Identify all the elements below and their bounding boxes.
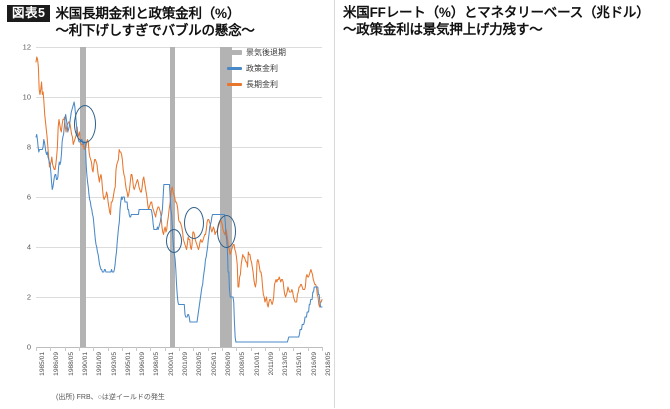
inverted-yield-annotation-circle	[184, 207, 204, 239]
series-line	[35, 101, 323, 343]
legend-item: 長期金利	[227, 79, 286, 90]
x-axis-tick-label: 1988/05	[67, 352, 75, 376]
left-title-block: 図表5 米国長期金利と政策金利（%） ～利下げしすぎでバブルの懸念～	[7, 5, 330, 40]
right-title-line2: ～政策金利は景気押上げ力残す～	[343, 22, 543, 38]
y-axis-tick-label: 6	[26, 192, 31, 202]
left-chart-legend: 景気後退期政策金利長期金利	[227, 47, 286, 95]
legend-swatch	[227, 50, 242, 55]
x-axis-tick-label: 2013/05	[282, 352, 290, 376]
y-axis-tick-label: 10	[22, 92, 31, 102]
left-title-line2: ～利下げしすぎでバブルの懸念～	[55, 23, 255, 39]
x-axis-tick	[193, 347, 195, 351]
gridline	[36, 47, 322, 48]
left-plot-area: 0 2 4 6 8 10 12 1985/01 1986/09 1988/05 1990/01 199…	[23, 43, 332, 376]
x-axis-tick-label: 2006/09	[224, 352, 232, 376]
x-axis-tick	[221, 347, 223, 351]
x-axis-tick-label: 2000/01	[167, 352, 175, 376]
y-axis-tick-label: 2	[26, 292, 31, 302]
recession-band	[169, 47, 176, 347]
x-axis-tick-label: 2015/01	[296, 352, 304, 376]
inverted-yield-annotation-circle	[74, 105, 96, 143]
left-title-line1: 米国長期金利と政策金利（%）	[55, 6, 241, 21]
x-axis-tick-label: 1991/09	[96, 352, 104, 376]
x-axis-tick	[50, 347, 52, 351]
legend-swatch	[227, 83, 242, 86]
right-chart-title: 米国FFレート（%）とマネタリーベース（兆ドル） ～政策金利は景気押上げ力残す～	[343, 4, 650, 39]
x-axis-tick-label: 2011/09	[267, 352, 275, 376]
x-axis-tick-label: 1993/05	[110, 352, 118, 376]
y-axis-tick-label: 0	[26, 342, 31, 352]
y-axis-tick-label: 4	[26, 242, 31, 252]
right-chart-panel: 米国FFレート（%）とマネタリーベース（兆ドル） ～政策金利は景気押上げ力残す～ …	[335, 0, 670, 408]
left-chart-title: 米国長期金利と政策金利（%） ～利下げしすぎでバブルの懸念～	[55, 5, 254, 40]
x-axis-tick-label: 1995/01	[124, 352, 132, 376]
x-axis-tick	[136, 347, 138, 351]
x-axis-tick-label: 1996/09	[139, 352, 147, 376]
x-axis-tick	[279, 347, 281, 351]
x-axis-tick	[207, 347, 209, 351]
x-axis-tick-label: 1986/09	[53, 352, 61, 376]
legend-item: 景気後退期	[227, 47, 286, 58]
x-axis-tick-label: 1985/01	[39, 352, 46, 376]
figure-badge: 図表5	[7, 5, 51, 23]
x-axis-tick-label: 1998/05	[153, 352, 161, 376]
x-axis-tick	[93, 347, 95, 351]
legend-label: 長期金利	[246, 80, 278, 89]
left-source-note: (出所) FRB、○は逆イールドの発生	[56, 394, 165, 401]
legend-label: 政策金利	[246, 64, 278, 73]
x-axis-tick	[36, 347, 37, 351]
x-axis-tick	[179, 347, 180, 351]
left-chart-panel: 図表5 米国長期金利と政策金利（%） ～利下げしすぎでバブルの懸念～ 0 2 4 6 8 10…	[0, 0, 334, 408]
x-axis-tick	[250, 347, 252, 351]
legend-item: 政策金利	[227, 63, 286, 74]
right-title-line1: 米国FFレート（%）とマネタリーベース（兆ドル）	[343, 5, 650, 20]
x-axis-tick-label: 2018/05	[325, 352, 332, 376]
x-axis-tick-label: 2008/05	[239, 352, 247, 376]
recession-band	[80, 47, 87, 347]
x-axis-tick	[264, 347, 266, 351]
right-title-block: 米国FFレート（%）とマネタリーベース（兆ドル） ～政策金利は景気押上げ力残す～	[343, 4, 666, 39]
gridline	[36, 197, 322, 198]
x-axis-tick-label: 1990/01	[81, 352, 89, 376]
inverted-yield-annotation-circle	[217, 215, 236, 248]
gridline	[36, 97, 322, 98]
x-axis: 1985/01 1986/09 1988/05 1990/01 1991/09 1993/…	[36, 347, 332, 407]
legend-swatch	[227, 67, 242, 70]
x-axis-tick-label: 2001/09	[182, 352, 189, 376]
x-axis-tick	[64, 347, 66, 351]
y-axis-tick-label: 8	[26, 142, 31, 152]
x-axis-tick-label: 2005/01	[210, 352, 218, 376]
x-axis-tick-label: 2003/05	[196, 352, 204, 376]
inverted-yield-annotation-circle	[166, 229, 182, 253]
x-axis-tick	[107, 347, 109, 351]
x-axis-tick	[322, 347, 323, 351]
x-axis-tick	[307, 347, 309, 351]
gridline	[36, 297, 322, 298]
recession-band	[220, 47, 232, 347]
x-axis-tick	[164, 347, 166, 351]
gridline	[36, 147, 322, 148]
y-axis-tick-label: 12	[22, 42, 31, 52]
x-axis-tick-label: 2010/01	[253, 352, 261, 376]
x-axis-tick	[121, 347, 123, 351]
series-layer	[35, 56, 323, 343]
x-axis-tick	[78, 347, 80, 351]
legend-label: 景気後退期	[246, 48, 286, 57]
series-line	[35, 56, 323, 308]
x-axis-tick	[150, 347, 152, 351]
x-axis-tick	[236, 347, 238, 351]
x-axis-tick	[293, 347, 295, 351]
panel-divider	[334, 0, 335, 408]
x-axis-tick-label: 2016/09	[310, 352, 318, 376]
